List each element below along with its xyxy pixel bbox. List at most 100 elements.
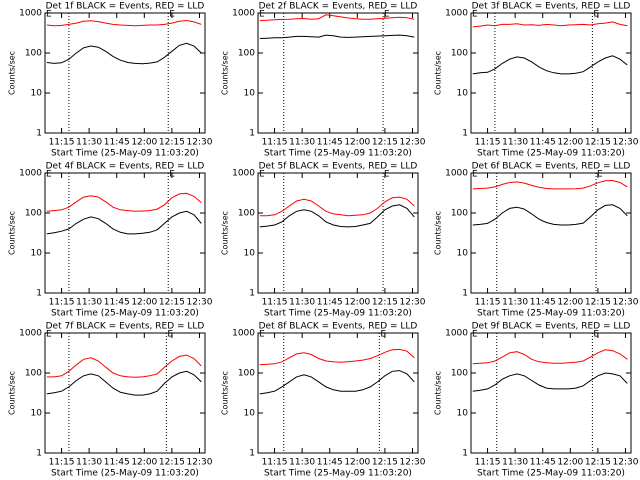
y-axis-label: Counts/sec — [8, 371, 17, 415]
y-tick-label: 100 — [238, 209, 255, 219]
event-label: E — [46, 330, 52, 340]
y-tick-label: 100 — [451, 209, 468, 219]
y-tick-label: 10 — [31, 409, 43, 419]
x-tick-label: 12:15 — [585, 138, 611, 148]
x-tick-label: 11:30 — [502, 138, 528, 148]
x-tick-label: 11:45 — [104, 138, 130, 148]
x-tick-label: 12:30 — [400, 138, 426, 148]
chart-title: Det 9f BLACK = Events, RED = LLD — [472, 322, 631, 332]
y-tick-label: 10 — [244, 249, 256, 259]
x-tick-label: 12:30 — [187, 138, 213, 148]
y-tick-label: 1 — [36, 289, 42, 299]
y-axis-label: Counts/sec — [221, 51, 230, 95]
y-tick-label: 10 — [457, 89, 469, 99]
panel: Det 8f BLACK = Events, RED = LLD Start Ti… — [221, 322, 426, 479]
data-line — [259, 204, 415, 228]
plot-frame — [257, 12, 419, 134]
x-axis-label: Start Time (25-May-09 11:03:20) — [477, 309, 625, 319]
event-label: E — [259, 10, 265, 20]
x-tick-label: 11:30 — [502, 458, 528, 468]
y-axis-label: Counts/sec — [8, 51, 17, 95]
x-tick-label: 11:15 — [475, 298, 501, 308]
x-tick-label: 11:30 — [76, 138, 102, 148]
y-tick-label: 1000 — [19, 169, 42, 179]
x-tick-label: 11:45 — [530, 298, 556, 308]
x-tick-label: 12:15 — [159, 138, 185, 148]
x-axis-label: Start Time (25-May-09 11:03:20) — [264, 149, 412, 159]
y-tick-label: 100 — [451, 369, 468, 379]
x-tick-label: 12:15 — [585, 298, 611, 308]
data-line — [46, 354, 202, 378]
x-tick-label: 12:00 — [344, 138, 370, 148]
x-tick-label: 11:30 — [289, 298, 315, 308]
data-line — [46, 210, 202, 235]
event-label: E — [597, 170, 603, 180]
x-tick-label: 12:00 — [344, 298, 370, 308]
event-label: E — [167, 330, 173, 340]
chart-title: Det 8f BLACK = Events, RED = LLD — [259, 322, 418, 332]
x-axis-label: Start Time (25-May-09 11:03:20) — [51, 149, 199, 159]
x-axis-label: Start Time (25-May-09 11:03:20) — [51, 469, 199, 479]
y-tick-label: 10 — [244, 409, 256, 419]
chart-title: Det 2f BLACK = Events, RED = LLD — [259, 2, 418, 12]
data-line — [472, 21, 628, 28]
y-tick-label: 1 — [249, 289, 255, 299]
panel: Det 6f BLACK = Events, RED = LLD Start Ti… — [434, 162, 639, 319]
x-axis-label: Start Time (25-May-09 11:03:20) — [264, 309, 412, 319]
x-tick-label: 11:45 — [104, 298, 130, 308]
x-tick-label: 11:15 — [262, 138, 288, 148]
chart-title: Det 7f BLACK = Events, RED = LLD — [46, 322, 205, 332]
x-tick-label: 11:15 — [49, 298, 75, 308]
y-tick-label: 10 — [31, 249, 43, 259]
y-tick-label: 10 — [457, 409, 469, 419]
event-label: E — [472, 10, 478, 20]
y-tick-label: 1000 — [232, 169, 255, 179]
event-label: E — [384, 170, 390, 180]
x-tick-label: 12:30 — [400, 458, 426, 468]
data-line — [472, 372, 628, 392]
x-tick-label: 11:15 — [262, 458, 288, 468]
y-tick-label: 100 — [25, 209, 42, 219]
y-tick-label: 100 — [238, 49, 255, 59]
y-axis-label: Counts/sec — [434, 371, 443, 415]
y-tick-label: 1 — [462, 449, 468, 459]
data-line — [472, 204, 628, 226]
event-label: E — [593, 330, 599, 340]
data-line — [46, 42, 202, 65]
y-axis-label: Counts/sec — [434, 51, 443, 95]
chart-title: Det 3f BLACK = Events, RED = LLD — [472, 2, 631, 12]
x-tick-label: 12:00 — [131, 138, 157, 148]
y-tick-label: 1000 — [445, 329, 468, 339]
event-label: E — [169, 170, 175, 180]
x-tick-label: 12:30 — [187, 458, 213, 468]
y-axis-label: Counts/sec — [221, 371, 230, 415]
x-tick-label: 12:30 — [613, 458, 639, 468]
panel: Det 5f BLACK = Events, RED = LLD Start Ti… — [221, 162, 426, 319]
y-tick-label: 1000 — [232, 9, 255, 19]
data-line — [259, 196, 415, 217]
x-axis-label: Start Time (25-May-09 11:03:20) — [477, 149, 625, 159]
x-tick-label: 12:30 — [613, 138, 639, 148]
plot-frame — [44, 12, 206, 134]
data-line — [472, 179, 628, 190]
chart-title: Det 5f BLACK = Events, RED = LLD — [259, 162, 418, 172]
x-tick-label: 11:45 — [317, 298, 343, 308]
x-tick-label: 11:30 — [76, 458, 102, 468]
x-tick-label: 11:45 — [317, 458, 343, 468]
x-tick-label: 11:15 — [262, 298, 288, 308]
y-tick-label: 1000 — [445, 9, 468, 19]
y-tick-label: 1 — [249, 129, 255, 139]
x-tick-label: 11:30 — [289, 138, 315, 148]
y-tick-label: 10 — [457, 249, 469, 259]
chart-title: Det 4f BLACK = Events, RED = LLD — [46, 162, 205, 172]
x-axis-label: Start Time (25-May-09 11:03:20) — [264, 469, 412, 479]
plot-frame — [470, 172, 632, 294]
x-axis-label: Start Time (25-May-09 11:03:20) — [477, 469, 625, 479]
x-tick-label: 12:00 — [131, 298, 157, 308]
chart-title: Det 6f BLACK = Events, RED = LLD — [472, 162, 631, 172]
x-tick-label: 11:45 — [530, 138, 556, 148]
data-line — [46, 370, 202, 396]
event-label: E — [472, 330, 478, 340]
y-axis-label: Counts/sec — [434, 211, 443, 255]
